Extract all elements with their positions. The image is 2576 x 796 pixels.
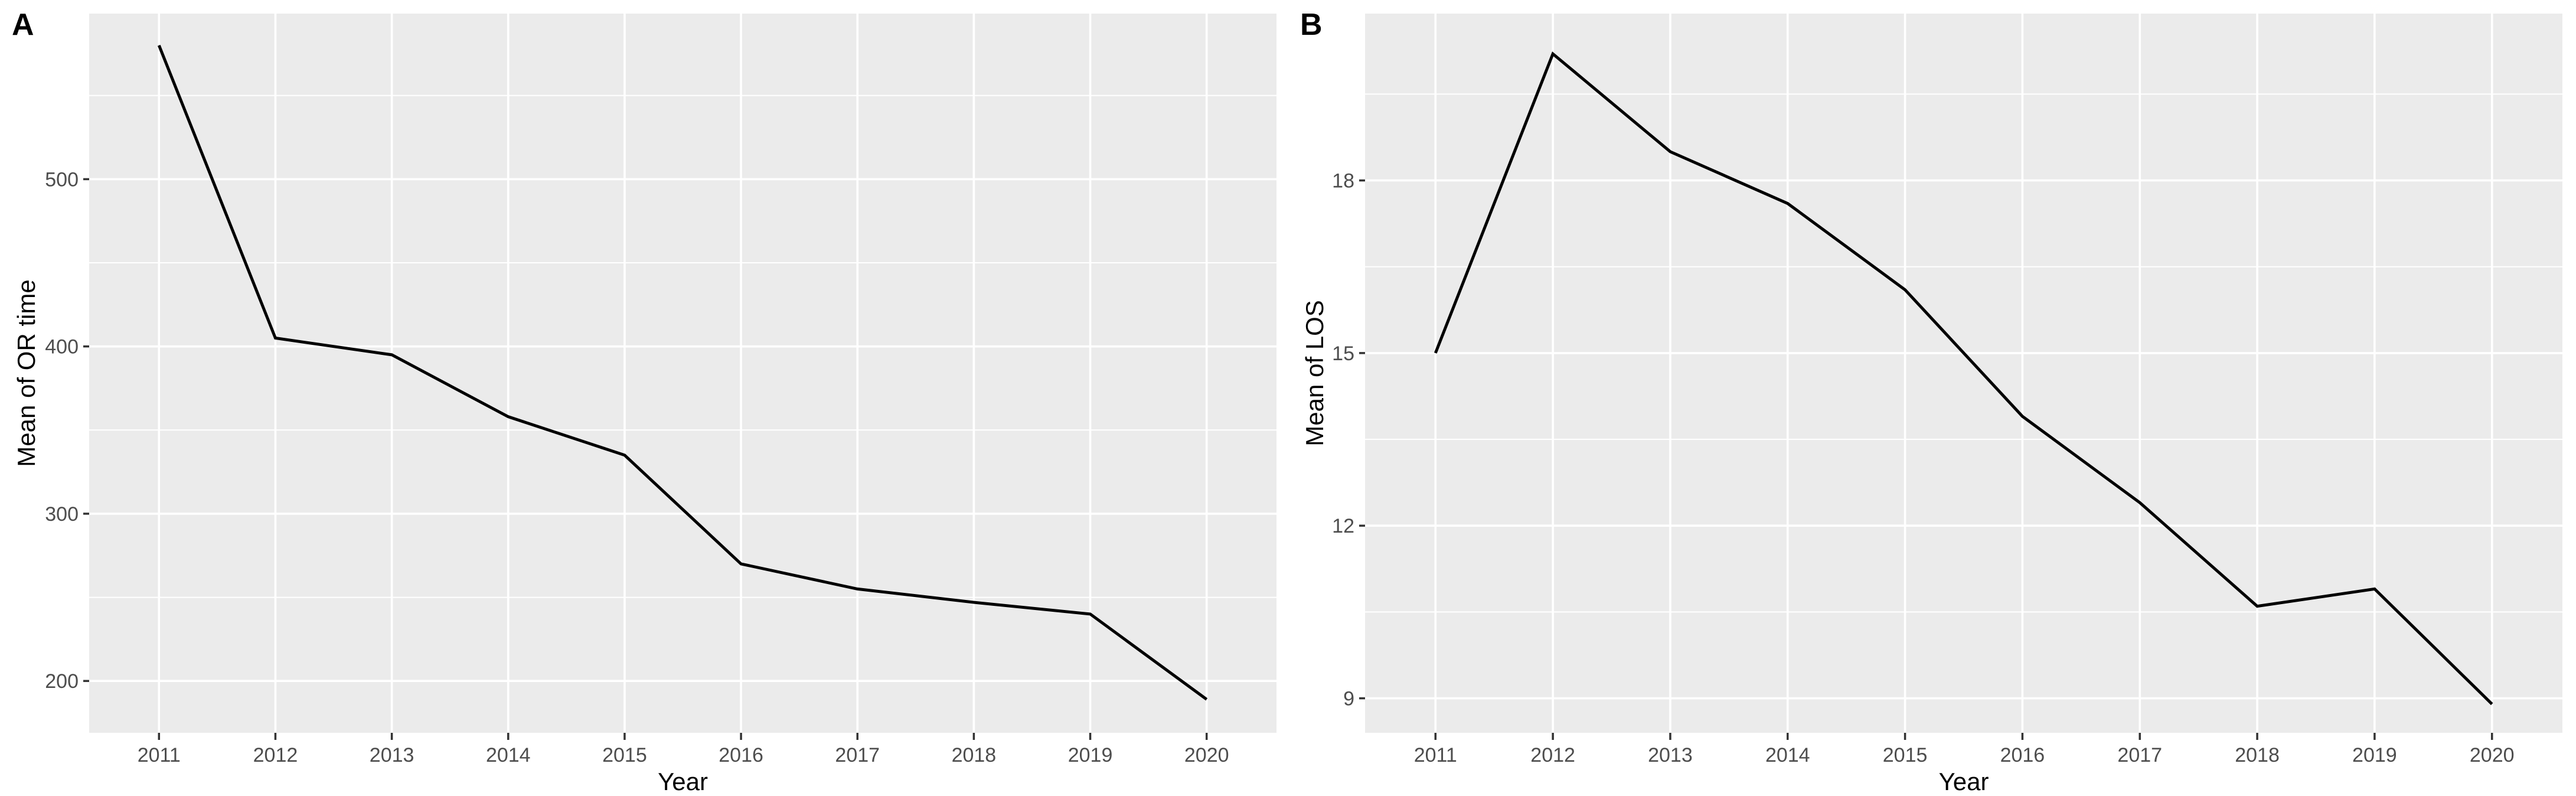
panel-a-x-tick-label: 2014 bbox=[486, 744, 531, 766]
panel-b-plot-background bbox=[1365, 14, 2562, 733]
panel-b-y-tick-label: 9 bbox=[1343, 688, 1354, 710]
panel-b-series-line bbox=[1434, 51, 2493, 706]
panel-b-x-tick-label: 2018 bbox=[2235, 744, 2280, 766]
panel-a-y-tick-label: 400 bbox=[45, 336, 79, 358]
panel-b-x-tick-label: 2016 bbox=[2000, 744, 2045, 766]
panel-a-x-tick-label: 2013 bbox=[370, 744, 414, 766]
panel-b-y-tick-label: 12 bbox=[1332, 515, 1354, 537]
panel-a-x-tick-label: 2016 bbox=[719, 744, 763, 766]
panel-b-x-tick-label: 2013 bbox=[1648, 744, 1693, 766]
panel-b-x-tick-label: 2012 bbox=[1530, 744, 1575, 766]
panel-a-x-axis-title: Year bbox=[658, 768, 708, 795]
panel-b-x-tick-label: 2017 bbox=[2117, 744, 2162, 766]
panel-a-y-tick-label: 200 bbox=[45, 670, 79, 693]
panel-a-x-tick-label: 2019 bbox=[1068, 744, 1113, 766]
panel-a-x-tick-label: 2015 bbox=[602, 744, 647, 766]
panel-b-y-tick-label: 15 bbox=[1332, 342, 1354, 365]
panel-a-x-tick-label: 2020 bbox=[1184, 744, 1229, 766]
panel-a-series-line bbox=[157, 44, 1208, 701]
panel-b-x-tick-label: 2015 bbox=[1883, 744, 1928, 766]
panel-a-y-tick-label: 300 bbox=[45, 503, 79, 526]
panel-b-x-tick-label: 2011 bbox=[1414, 744, 1457, 766]
panel-b-y-axis-title: Mean of LOS bbox=[1301, 300, 1328, 446]
panel-a-y-axis-title: Mean of OR time bbox=[12, 279, 40, 467]
panel-b-y-tick-label: 18 bbox=[1332, 170, 1354, 193]
panel-a-x-tick-label: 2018 bbox=[952, 744, 997, 766]
panel-a-x-tick-label: 2017 bbox=[835, 744, 880, 766]
panel-a-x-tick-label: 2012 bbox=[253, 744, 298, 766]
panel-b-label: B bbox=[1300, 8, 1323, 42]
panel-b-x-axis-title: Year bbox=[1938, 768, 1989, 795]
panel-b-x-tick-label: 2014 bbox=[1765, 744, 1810, 766]
panel-a-label: A bbox=[12, 8, 34, 42]
panel-a-plot-background bbox=[89, 14, 1276, 733]
panel-a-y-tick-label: 500 bbox=[45, 168, 79, 191]
panel-b-x-tick-label: 2020 bbox=[2470, 744, 2515, 766]
panel-b-x-tick-label: 2019 bbox=[2352, 744, 2397, 766]
panel-a-x-tick-label: 2011 bbox=[138, 744, 181, 766]
